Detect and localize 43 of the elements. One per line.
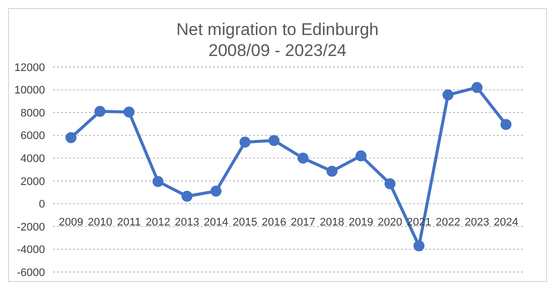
point [472, 82, 482, 93]
point [240, 136, 250, 148]
y-tick-label: 10000 [14, 84, 45, 97]
point [124, 106, 134, 118]
x-tick-label: 2010 [88, 216, 112, 229]
point [356, 150, 366, 162]
x-tick-label: 2019 [348, 216, 374, 229]
x-tick-label: 2015 [232, 216, 258, 229]
y-tick-label: 12000 [14, 62, 45, 74]
x-tick-label: 2012 [146, 216, 170, 229]
point [210, 186, 222, 197]
x-tick-label: 2011 [117, 216, 141, 229]
x-tick-label: 2018 [320, 216, 344, 229]
y-tick-label: 2000 [20, 176, 45, 188]
y-tick-label: -6000 [16, 266, 45, 279]
x-tick-label: 2013 [174, 216, 200, 229]
point [326, 166, 338, 177]
y-tick-label: 0 [38, 198, 45, 211]
point [500, 119, 512, 130]
x-tick-label: 2024 [494, 216, 518, 229]
x-tick-label: 2022 [436, 216, 460, 229]
point [268, 134, 280, 146]
y-tick-label: 4000 [20, 153, 45, 166]
x-tick-label: 2017 [290, 216, 316, 229]
chart-subtitle: 2008/09 - 2023/24 [207, 40, 348, 61]
x-tick-label: 2016 [262, 216, 286, 229]
x-tick-label: 2009 [58, 216, 84, 229]
point [182, 190, 192, 202]
point [384, 178, 396, 190]
point [442, 89, 454, 100]
x-tick-label: 2014 [204, 216, 228, 229]
chart-title: Net migration to Edinburgh [175, 19, 380, 40]
x-tick-label: 2023 [464, 216, 490, 229]
y-tick-label: -2000 [16, 221, 45, 234]
y-tick-label: 6000 [20, 130, 45, 142]
x-tick-label: 2020 [378, 216, 402, 229]
point [414, 240, 424, 252]
point [66, 132, 76, 144]
point [152, 176, 164, 187]
y-tick-label: 8000 [20, 107, 45, 120]
point [94, 106, 106, 117]
point [298, 152, 308, 164]
y-tick-label: -4000 [16, 244, 45, 256]
